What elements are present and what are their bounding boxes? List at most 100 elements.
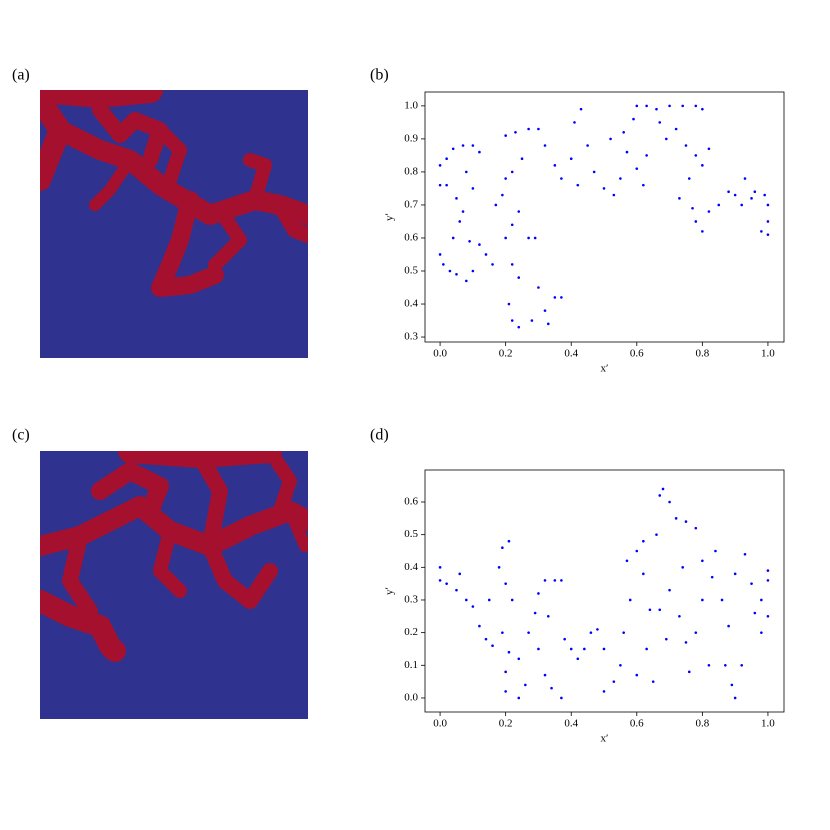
x-tick-label: 0.4 [564, 718, 578, 730]
point [510, 223, 514, 227]
point [645, 647, 648, 651]
y-tick-label: 0.9 [404, 132, 418, 144]
point [655, 107, 658, 111]
point [576, 183, 580, 187]
point [727, 624, 730, 628]
point [527, 127, 530, 131]
x-tick-label: 0.6 [630, 718, 644, 730]
point [612, 680, 616, 683]
x-tick-label: 1.0 [761, 348, 775, 360]
point [665, 137, 668, 141]
point [445, 183, 448, 187]
point [510, 170, 514, 174]
point [701, 107, 704, 111]
point [701, 559, 704, 563]
point [724, 663, 727, 667]
point [681, 104, 684, 108]
point [760, 598, 763, 602]
point [602, 187, 606, 190]
point [622, 130, 625, 134]
point [602, 647, 606, 651]
y-tick-label: 0.1 [404, 659, 418, 671]
x-tick-label: 1.0 [761, 718, 775, 730]
y-axis-label: y′ [384, 213, 396, 221]
point [560, 296, 563, 299]
point [569, 647, 573, 651]
x-tick-label: 0.0 [433, 718, 447, 730]
x-tick-label: 0.6 [630, 348, 644, 360]
point [678, 197, 681, 200]
point [550, 686, 553, 690]
point [510, 263, 514, 266]
x-tick-label: 0.2 [499, 718, 513, 730]
point [609, 137, 612, 141]
point [504, 690, 507, 693]
point [684, 641, 688, 644]
point [701, 230, 704, 233]
point [543, 673, 547, 677]
point [465, 279, 468, 283]
point [507, 539, 511, 543]
point [658, 494, 662, 497]
point [707, 210, 711, 213]
point [478, 150, 481, 154]
point [743, 552, 747, 556]
point [766, 220, 770, 223]
point [674, 127, 678, 131]
cluster-image [40, 451, 308, 719]
point [438, 164, 442, 167]
point [520, 157, 524, 161]
point [517, 210, 521, 213]
panel-label: (d) [370, 427, 389, 444]
point [471, 144, 475, 147]
point [766, 569, 770, 572]
cluster-image [40, 90, 308, 358]
point [445, 582, 448, 585]
point [750, 582, 753, 585]
point [687, 670, 691, 674]
point [553, 579, 557, 582]
point [546, 615, 550, 618]
point [579, 107, 583, 111]
y-tick-label: 0.8 [404, 165, 418, 177]
point [442, 263, 445, 266]
y-tick-label: 0.4 [404, 298, 418, 310]
point [760, 631, 763, 634]
point [740, 663, 744, 667]
point [678, 615, 681, 618]
point [438, 566, 442, 569]
point [504, 134, 507, 137]
point [543, 144, 547, 147]
point [674, 517, 678, 520]
point [537, 127, 540, 131]
x-tick-label: 0.8 [695, 348, 709, 360]
point [658, 608, 662, 612]
point [458, 572, 462, 576]
point [714, 549, 717, 553]
point [537, 286, 540, 289]
point [733, 193, 737, 197]
point [448, 269, 452, 273]
point [576, 657, 580, 661]
point [753, 611, 757, 615]
point [658, 121, 662, 124]
y-tick-label: 0.3 [404, 594, 418, 606]
point [461, 210, 465, 213]
point [710, 575, 714, 579]
x-tick-label: 0.4 [564, 348, 578, 360]
point [504, 582, 507, 585]
point [589, 631, 593, 634]
point [471, 605, 475, 608]
point [596, 628, 599, 631]
point [655, 533, 658, 536]
point [537, 592, 540, 595]
point [510, 598, 514, 602]
point [766, 615, 770, 618]
point [517, 696, 521, 700]
point [625, 559, 629, 563]
x-tick-label: 0.0 [433, 348, 447, 360]
y-tick-label: 0.2 [404, 626, 418, 638]
point [533, 611, 537, 615]
